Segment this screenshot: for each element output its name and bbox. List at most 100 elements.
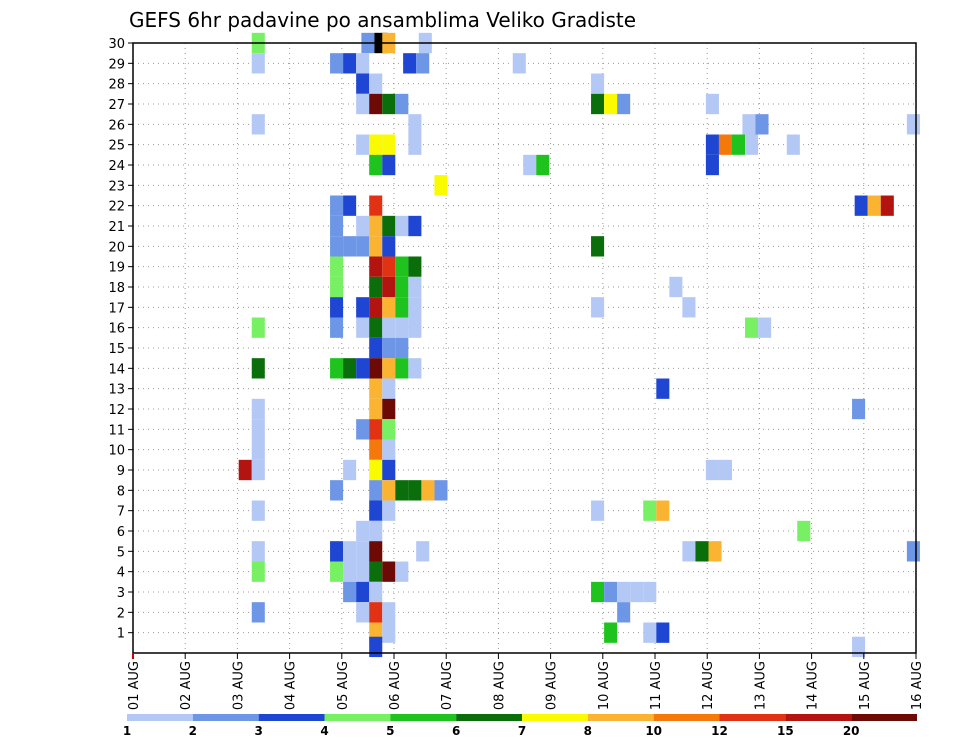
precip-cell (369, 602, 383, 623)
x-tick-label: 03 AUG (231, 661, 246, 710)
precip-cell (591, 500, 605, 521)
colorbar-swatch (587, 714, 654, 721)
precip-cell (251, 602, 265, 623)
precip-cell (369, 358, 383, 379)
precip-cell (251, 439, 265, 460)
y-tick-label: 19 (108, 261, 125, 276)
precip-cell (604, 622, 618, 643)
chart-title: GEFS 6hr padavine po ansamblima Veliko G… (129, 8, 636, 32)
precip-cell (251, 398, 265, 420)
precip-cell (705, 93, 719, 115)
precip-cell (395, 297, 409, 318)
precip-cell (356, 520, 370, 542)
precip-cell (369, 561, 383, 582)
precip-cell (786, 134, 800, 155)
precip-cell (617, 93, 631, 115)
precip-cell (382, 215, 396, 237)
precip-cell (591, 93, 605, 115)
y-tick-label: 14 (108, 362, 125, 377)
precip-cell (643, 500, 657, 521)
precip-cell (643, 581, 657, 603)
colorbar-label: 6 (452, 724, 460, 738)
x-tick-label: 01 AUG (127, 661, 142, 710)
precip-cell (669, 276, 683, 298)
precip-cell (330, 358, 344, 379)
y-tick-label: 17 (108, 301, 125, 316)
precip-cell (591, 73, 605, 94)
precip-cell (330, 561, 344, 582)
x-tick-label: 06 AUG (388, 661, 403, 710)
precip-cell (369, 215, 383, 237)
precip-cell (343, 459, 357, 481)
precip-cell (382, 276, 396, 298)
precip-cell (416, 541, 430, 562)
precip-cell (382, 622, 396, 643)
colorbar-swatch (258, 714, 325, 721)
x-tick-label: 02 AUG (179, 661, 194, 710)
precip-cell (643, 622, 657, 643)
precip-cell (408, 317, 422, 338)
y-tick-label: 26 (108, 118, 125, 133)
precip-cell (382, 500, 396, 521)
precip-cell (369, 276, 383, 298)
precip-cell (395, 480, 409, 501)
precip-cell (705, 154, 719, 176)
x-tick-label: 14 AUG (806, 661, 821, 710)
precip-cell (356, 236, 370, 257)
precip-cell (718, 134, 732, 155)
precip-cell (408, 256, 422, 277)
colorbar-label: 8 (584, 724, 592, 738)
precip-cell (369, 636, 383, 658)
y-tick-label: 25 (108, 139, 125, 154)
precip-cell (408, 114, 422, 135)
precip-cell (408, 480, 422, 501)
precip-cell (343, 236, 357, 257)
precip-cell (330, 195, 344, 216)
x-tick-label: 08 AUG (492, 661, 507, 710)
precip-cell (705, 459, 719, 481)
precip-cell (238, 459, 252, 481)
colorbar-swatch (785, 714, 852, 721)
y-tick-label: 8 (117, 484, 125, 499)
y-tick-label: 5 (117, 545, 125, 560)
precip-cell (251, 500, 265, 521)
precip-cell (731, 134, 746, 155)
colorbar-label: 12 (711, 724, 728, 738)
precip-cell (356, 134, 370, 155)
colorbar-label: 3 (254, 724, 262, 738)
precip-cell (854, 195, 868, 216)
precip-cell (369, 134, 383, 155)
precip-cell (408, 134, 422, 155)
precip-cell (330, 480, 344, 501)
colorbar-label: 2 (189, 724, 197, 738)
precip-cell (343, 541, 357, 562)
colorbar-swatch (456, 714, 522, 721)
precip-cell (251, 114, 265, 135)
precip-cell (356, 561, 370, 582)
precip-cell (382, 561, 396, 582)
colorbar-label: 10 (645, 724, 662, 738)
precip-cell (251, 541, 265, 562)
colorbar-label: 5 (386, 724, 394, 738)
precip-cell (356, 317, 370, 338)
precip-cell (382, 378, 396, 399)
x-tick-label: 13 AUG (753, 661, 768, 710)
y-tick-label: 21 (108, 220, 125, 235)
precip-cell (343, 581, 357, 603)
precip-cell (356, 419, 370, 440)
precip-cell (343, 561, 357, 582)
precip-cell (369, 378, 383, 399)
precip-cell (369, 581, 383, 603)
precip-cell (356, 215, 370, 237)
precip-cell (617, 581, 631, 603)
precip-cell (382, 337, 396, 359)
y-tick-label: 10 (108, 444, 125, 459)
colorbar-label: 15 (777, 724, 794, 738)
colorbar-swatch (653, 714, 720, 721)
y-tick-label: 28 (108, 78, 125, 93)
y-tick-label: 11 (108, 423, 125, 438)
y-tick-label: 30 (108, 37, 125, 52)
precip-cell (330, 297, 344, 318)
precip-cell (591, 581, 605, 603)
precip-cell (682, 541, 696, 562)
